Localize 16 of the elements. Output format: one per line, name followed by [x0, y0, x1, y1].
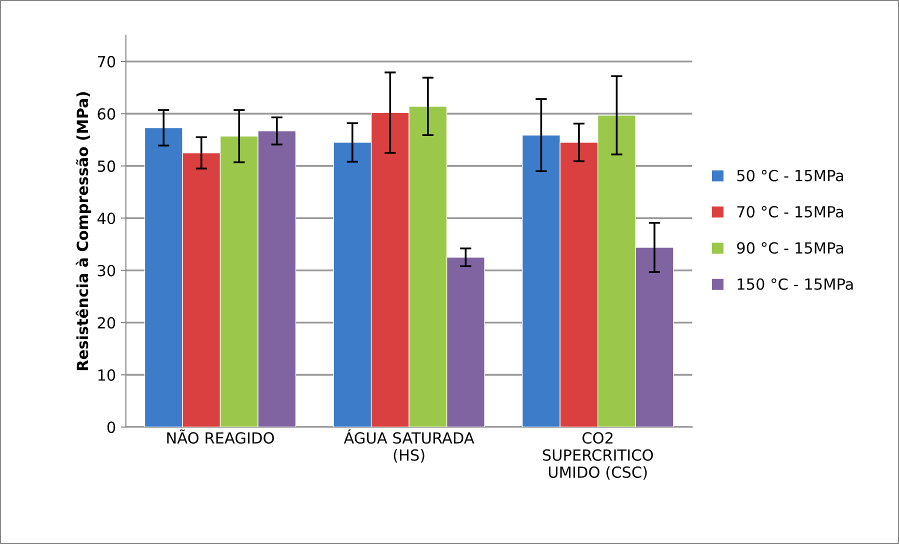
y-tick-label: 10 — [98, 369, 116, 381]
y-tick-label: 70 — [98, 56, 116, 68]
y-tick-label: 30 — [98, 264, 116, 276]
y-tick-label: 40 — [97, 212, 116, 224]
y-tick-label: 20 — [98, 317, 116, 329]
legend-label: 90 °C - 15MPa — [737, 242, 844, 254]
y-tick-label: 50 — [98, 160, 116, 172]
legend-label: 150 °C - 15MPa — [738, 278, 853, 290]
y-axis-title: Resistência à Compressão (MPa) — [76, 92, 92, 370]
y-tick-label: 0 — [107, 422, 116, 434]
x-tick-label: NÃO REAGIDO — [167, 429, 274, 444]
legend-label: 70 °C - 15MPa — [737, 206, 844, 218]
y-tick-label: 60 — [98, 108, 116, 120]
x-tick-label: CO2 SUPERCRITICO UMIDO (CSC) — [542, 432, 653, 480]
x-tick-label: ÁGUA SATURADA (HS) — [344, 429, 474, 463]
legend-label: 50 °C - 15MPa — [737, 170, 844, 182]
